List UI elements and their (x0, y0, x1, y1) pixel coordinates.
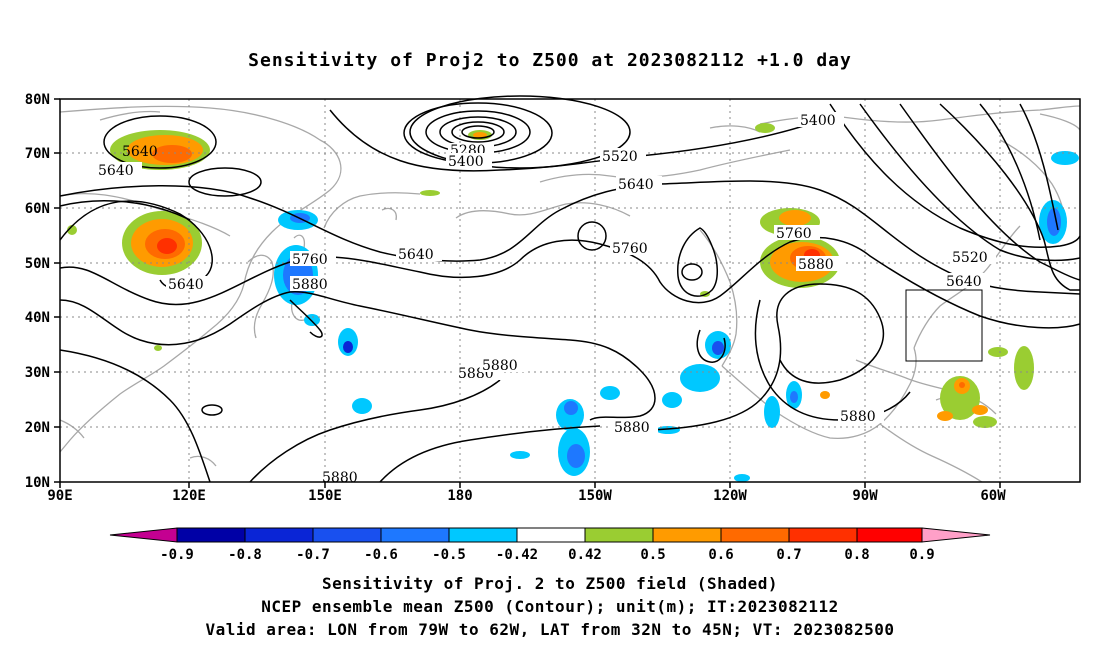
colorbar-cell (312, 527, 382, 543)
lat-label: 20N (25, 420, 50, 436)
contour-label: 5640 (618, 177, 654, 193)
colorbar-label: -0.5 (432, 547, 466, 563)
lon-label: 90W (852, 488, 878, 504)
colorbar (109, 527, 991, 543)
longitude-labels: 90E 120E 150E 180 150W 120W 90W 60W (47, 488, 1006, 504)
colorbar-label: 0.5 (640, 547, 665, 563)
contour-label: 5880 (482, 358, 518, 374)
lat-label: 40N (25, 310, 50, 326)
contour-label: 5640 (168, 277, 204, 293)
colorbar-label: 0.6 (708, 547, 733, 563)
lat-label: 30N (25, 365, 50, 381)
valid-area-box (905, 289, 983, 362)
contour-label: 5400 (448, 154, 484, 170)
figure-title: Sensitivity of Proj2 to Z500 at 20230821… (248, 50, 852, 71)
colorbar-cell (244, 527, 314, 543)
caption-shading: Sensitivity of Proj. 2 to Z500 field (Sh… (322, 574, 778, 593)
lat-label: 60N (25, 201, 50, 217)
colorbar-cell (856, 527, 923, 543)
colorbar-label: -0.9 (160, 547, 194, 563)
contour-label: 5640 (98, 163, 134, 179)
lon-label: 150E (308, 488, 342, 504)
colorbar-cell (516, 527, 586, 543)
colorbar-label: 0.8 (844, 547, 869, 563)
contour-labels: 5640 5640 5640 5640 5280 5400 5400 5520 … (96, 112, 996, 486)
colorbar-label: -0.7 (296, 547, 330, 563)
lon-label: 90E (47, 488, 72, 504)
contour-label: 5880 (322, 470, 358, 486)
lat-label: 80N (25, 92, 50, 108)
contour-label: 5400 (800, 113, 836, 129)
contour-label: 5880 (292, 277, 328, 293)
contour-label: 5760 (612, 241, 648, 257)
colorbar-cell (584, 527, 654, 543)
contour-label: 5760 (292, 252, 328, 268)
lat-label: 10N (25, 475, 50, 491)
plot-frame (59, 98, 1081, 483)
contour-label: 5880 (614, 420, 650, 436)
contour-label: 5640 (122, 144, 158, 160)
contour-label: 5880 (798, 257, 834, 273)
contour-label: 5880 (840, 409, 876, 425)
colorbar-cell (176, 527, 246, 543)
contour-label: 5640 (946, 274, 982, 290)
colorbar-label: -0.6 (364, 547, 398, 563)
colorbar-cell (921, 527, 991, 543)
caption-valid-area: Valid area: LON from 79W to 62W, LAT fro… (205, 620, 895, 639)
axis-ticks (54, 98, 1001, 488)
lon-label: 120W (713, 488, 747, 504)
latitude-labels: 80N 70N 60N 50N 40N 30N 20N 10N (25, 92, 50, 491)
contour-label: 5640 (398, 247, 434, 263)
caption-contour: NCEP ensemble mean Z500 (Contour); unit(… (261, 597, 839, 616)
colorbar-label: -0.8 (228, 547, 262, 563)
colorbar-label: 0.42 (568, 547, 602, 563)
lat-label: 50N (25, 256, 50, 272)
colorbar-label: 0.7 (776, 547, 801, 563)
colorbar-cell (788, 527, 858, 543)
contour-label: 5520 (602, 149, 638, 165)
lat-label: 70N (25, 146, 50, 162)
colorbar-labels: -0.9 -0.8 -0.7 -0.6 -0.5 -0.42 0.42 0.5 … (160, 547, 935, 563)
z500-contours (59, 95, 1081, 483)
colorbar-cell (652, 527, 722, 543)
colorbar-cell (109, 527, 178, 543)
lon-label: 60W (980, 488, 1006, 504)
contour-label: 5520 (952, 250, 988, 266)
colorbar-label: 0.9 (909, 547, 934, 563)
contour-label: 5760 (776, 226, 812, 242)
colorbar-cell (448, 527, 518, 543)
colorbar-cell (720, 527, 790, 543)
colorbar-label: -0.42 (496, 547, 538, 563)
lon-label: 150W (578, 488, 612, 504)
lon-label: 120E (172, 488, 206, 504)
colorbar-cell (380, 527, 450, 543)
lon-label: 180 (447, 488, 472, 504)
